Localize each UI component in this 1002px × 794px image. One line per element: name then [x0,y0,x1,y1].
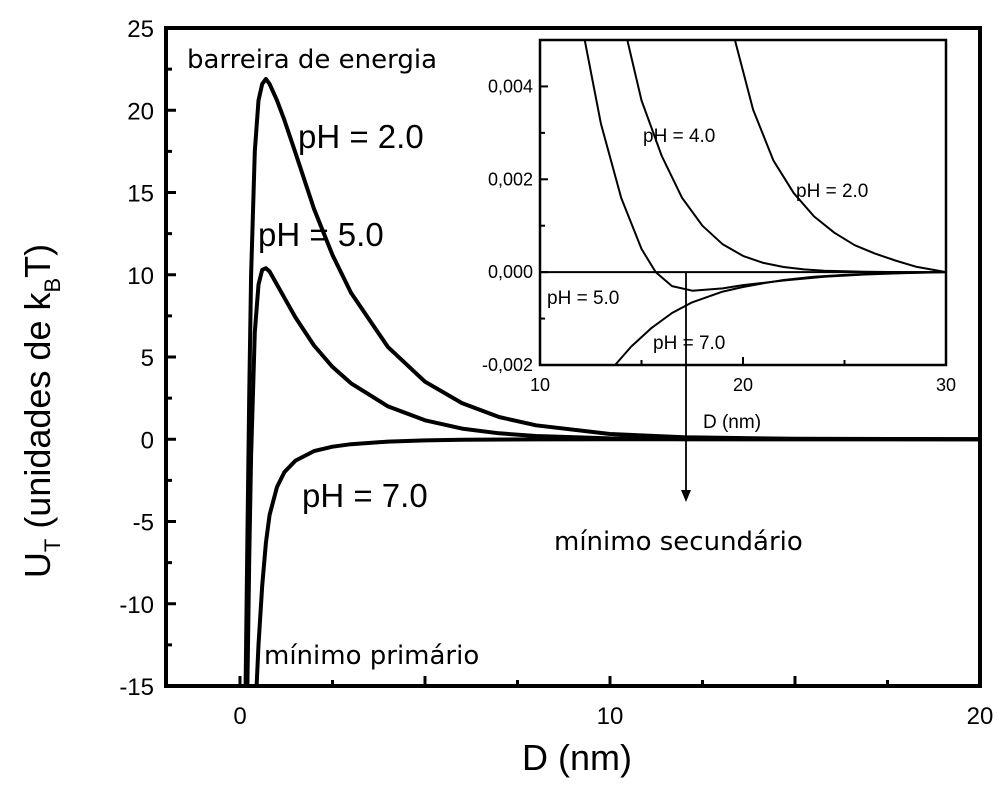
secondary-minimum-arrow-head [681,490,691,502]
inset-x-tick-label: 10 [530,375,550,395]
inset-series-label-ph2: pH = 2.0 [796,181,868,202]
main-y-tick-label: 5 [141,345,154,372]
inset-series-label-ph4: pH = 4.0 [643,126,715,147]
main-series-label-ph2: pH = 2.0 [298,118,424,155]
main-x-tick-label: 0 [233,703,246,730]
inset-tick-labels: -0,002 0,000 0,002 0,004 10 20 30 [482,76,956,395]
y-axis-title-units-close: T) [17,244,58,278]
annotation-primary-minimum: mínimo primário [264,641,479,671]
main-series-label-ph7: pH = 7.0 [302,477,428,514]
main-curve-ph2 [243,77,981,687]
svg-text:UT (unidades de kBT): UT (unidades de kBT) [17,244,65,578]
main-y-tick-label: -15 [119,674,154,701]
main-curves [243,77,981,687]
main-x-tick-label: 10 [597,703,624,730]
inset-curve-ph2 [733,39,947,274]
main-x-axis-title: D (nm) [522,737,632,778]
inset-y-tick-label: 0,004 [488,76,533,96]
annotation-energy-barrier: barreira de energia [187,45,437,75]
inset-series-label-ph5: pH = 5.0 [547,288,619,309]
main-y-tick-label: 15 [127,181,154,208]
y-axis-title-units-open: (unidades de k [17,292,58,539]
inset-x-tick-label: 20 [733,375,753,395]
main-curve-ph7 [254,437,980,687]
main-ticks [166,26,982,688]
y-axis-title-main: U [17,552,58,578]
main-plot: -15 -10 -5 0 5 10 15 20 25 0 10 20 D (nm) UT (unida… [17,16,993,778]
main-y-axis-title: UT (unidades de kBT) [17,244,65,578]
y-axis-title-subscript-b: B [40,278,65,293]
inset-ticks [539,39,947,366]
y-axis-title-subscript-t: T [40,539,65,552]
main-y-tick-label: -5 [133,510,154,537]
inset-curves [540,39,947,366]
inset-y-tick-label: 0,000 [488,262,533,282]
main-y-tick-label: 10 [127,263,154,290]
inset-plot: -0,002 0,000 0,002 0,004 10 20 30 D (nm) pH = … [482,38,956,502]
inset-x-tick-label: 30 [936,375,956,395]
inset-x-axis-title: D (nm) [703,412,761,433]
inset-plot-frame [538,38,948,367]
inset-curve-ph4 [626,39,946,274]
main-series-label-ph5: pH = 5.0 [258,216,384,253]
main-y-tick-label: -10 [119,592,154,619]
annotation-secondary-minimum: mínimo secundário [554,527,803,557]
main-y-tick-label: 20 [127,98,154,125]
main-tick-labels: -15 -10 -5 0 5 10 15 20 25 0 10 20 [119,16,993,730]
inset-curve-ph7 [614,271,947,366]
inset-y-tick-label: 0,002 [488,169,533,189]
inset-series-label-ph7: pH = 7.0 [653,333,725,354]
inset-y-tick-label: -0,002 [482,355,533,375]
main-y-tick-label: 25 [127,16,154,43]
main-curve-ph5 [245,266,980,687]
main-y-tick-label: 0 [141,427,154,454]
main-x-tick-label: 20 [967,703,994,730]
